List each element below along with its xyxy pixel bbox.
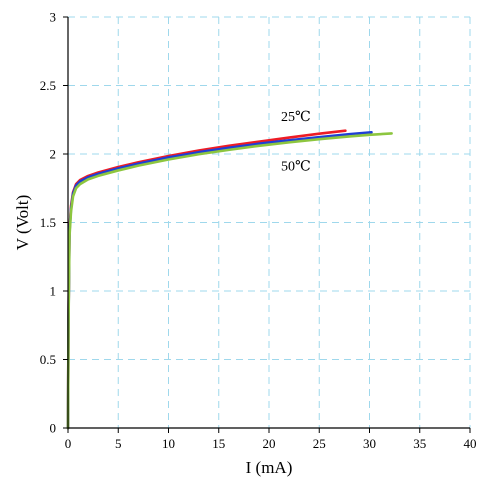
labels: I (mA) V (Volt) 25℃ 50℃ <box>13 110 311 477</box>
y-tick-label: 0 <box>50 421 57 436</box>
x-axis-title: I (mA) <box>246 458 293 477</box>
y-tick-label: 2.5 <box>40 78 56 93</box>
y-tick-label: 3 <box>50 10 57 25</box>
x-tick-label: 25 <box>313 436 326 451</box>
series-line-1 <box>66 131 373 430</box>
grid <box>68 16 471 428</box>
x-tick-label: 10 <box>162 436 175 451</box>
y-tick-label: 1 <box>50 284 57 299</box>
y-tick-label: 1.5 <box>40 215 56 230</box>
series-line-2 <box>66 132 393 430</box>
y-axis-title: V (Volt) <box>13 195 32 251</box>
series-line-0 <box>66 129 347 430</box>
annotation-25c: 25℃ <box>281 110 311 125</box>
x-tick-label: 5 <box>115 436 122 451</box>
x-tick-label: 35 <box>413 436 426 451</box>
x-tick-label: 15 <box>212 436 225 451</box>
x-tick-label: 0 <box>65 436 72 451</box>
x-tick-label: 40 <box>464 436 477 451</box>
series-layer <box>66 129 393 430</box>
x-tick-label: 20 <box>263 436 276 451</box>
annotation-50c: 50℃ <box>281 159 311 174</box>
y-tick-label: 0.5 <box>40 352 56 367</box>
axes: 0 5 10 15 20 25 30 35 40 0 0.5 1 1.5 2 2.5 3 <box>40 10 477 452</box>
x-tick-label: 30 <box>363 436 376 451</box>
y-tick-label: 2 <box>50 147 57 162</box>
